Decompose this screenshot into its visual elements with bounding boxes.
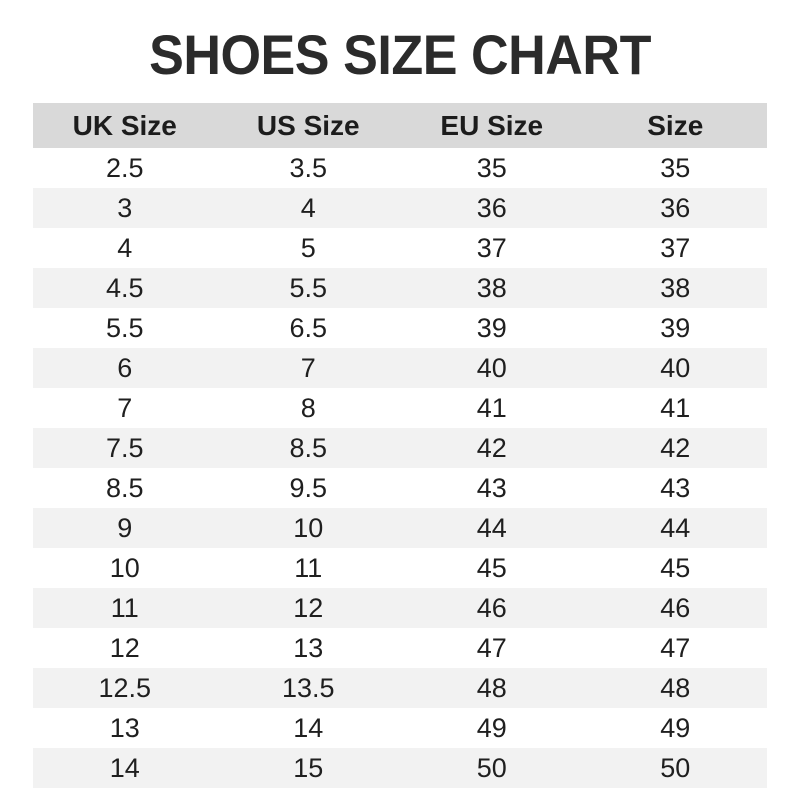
column-header-us-size: US Size xyxy=(216,103,400,148)
table-row: 4.5 5.5 38 38 xyxy=(33,268,767,308)
cell-eu-size: 46 xyxy=(400,588,584,628)
cell-us-size: 3.5 xyxy=(216,148,400,188)
table-header: UK Size US Size EU Size Size xyxy=(33,103,767,148)
cell-eu-size: 35 xyxy=(400,148,584,188)
cell-uk-size: 9 xyxy=(33,508,217,548)
cell-size: 48 xyxy=(583,668,767,708)
table-row: 7.5 8.5 42 42 xyxy=(33,428,767,468)
cell-us-size: 15 xyxy=(216,748,400,788)
cell-us-size: 13.5 xyxy=(216,668,400,708)
column-header-uk-size: UK Size xyxy=(33,103,217,148)
table-row: 8.5 9.5 43 43 xyxy=(33,468,767,508)
cell-us-size: 11 xyxy=(216,548,400,588)
column-header-size: Size xyxy=(583,103,767,148)
cell-size: 49 xyxy=(583,708,767,748)
cell-eu-size: 41 xyxy=(400,388,584,428)
cell-eu-size: 48 xyxy=(400,668,584,708)
cell-uk-size: 14 xyxy=(33,748,217,788)
table-row: 4 5 37 37 xyxy=(33,228,767,268)
cell-size: 36 xyxy=(583,188,767,228)
cell-eu-size: 40 xyxy=(400,348,584,388)
cell-uk-size: 4.5 xyxy=(33,268,217,308)
cell-us-size: 13 xyxy=(216,628,400,668)
cell-eu-size: 37 xyxy=(400,228,584,268)
cell-us-size: 5 xyxy=(216,228,400,268)
table-row: 11 12 46 46 xyxy=(33,588,767,628)
cell-uk-size: 12 xyxy=(33,628,217,668)
cell-eu-size: 50 xyxy=(400,748,584,788)
cell-uk-size: 2.5 xyxy=(33,148,217,188)
table-row: 7 8 41 41 xyxy=(33,388,767,428)
cell-uk-size: 7 xyxy=(33,388,217,428)
cell-size: 37 xyxy=(583,228,767,268)
cell-eu-size: 47 xyxy=(400,628,584,668)
shoe-size-table: UK Size US Size EU Size Size 2.5 3.5 35 … xyxy=(33,103,767,788)
cell-uk-size: 5.5 xyxy=(33,308,217,348)
table-row: 10 11 45 45 xyxy=(33,548,767,588)
cell-uk-size: 10 xyxy=(33,548,217,588)
table-row: 3 4 36 36 xyxy=(33,188,767,228)
cell-size: 44 xyxy=(583,508,767,548)
table-row: 5.5 6.5 39 39 xyxy=(33,308,767,348)
cell-size: 43 xyxy=(583,468,767,508)
table-header-row: UK Size US Size EU Size Size xyxy=(33,103,767,148)
cell-us-size: 8 xyxy=(216,388,400,428)
cell-uk-size: 12.5 xyxy=(33,668,217,708)
cell-eu-size: 43 xyxy=(400,468,584,508)
cell-size: 46 xyxy=(583,588,767,628)
cell-eu-size: 49 xyxy=(400,708,584,748)
cell-size: 47 xyxy=(583,628,767,668)
cell-size: 42 xyxy=(583,428,767,468)
cell-uk-size: 3 xyxy=(33,188,217,228)
cell-size: 39 xyxy=(583,308,767,348)
cell-uk-size: 11 xyxy=(33,588,217,628)
cell-us-size: 14 xyxy=(216,708,400,748)
cell-size: 45 xyxy=(583,548,767,588)
cell-us-size: 7 xyxy=(216,348,400,388)
cell-us-size: 8.5 xyxy=(216,428,400,468)
cell-us-size: 4 xyxy=(216,188,400,228)
cell-eu-size: 39 xyxy=(400,308,584,348)
cell-uk-size: 6 xyxy=(33,348,217,388)
cell-us-size: 5.5 xyxy=(216,268,400,308)
table-row: 12.5 13.5 48 48 xyxy=(33,668,767,708)
cell-size: 40 xyxy=(583,348,767,388)
cell-eu-size: 45 xyxy=(400,548,584,588)
table-row: 9 10 44 44 xyxy=(33,508,767,548)
cell-us-size: 6.5 xyxy=(216,308,400,348)
table-row: 14 15 50 50 xyxy=(33,748,767,788)
page-title: SHOES SIZE CHART xyxy=(149,23,651,86)
cell-size: 35 xyxy=(583,148,767,188)
cell-eu-size: 36 xyxy=(400,188,584,228)
table-row: 12 13 47 47 xyxy=(33,628,767,668)
cell-eu-size: 44 xyxy=(400,508,584,548)
cell-eu-size: 38 xyxy=(400,268,584,308)
cell-eu-size: 42 xyxy=(400,428,584,468)
column-header-eu-size: EU Size xyxy=(400,103,584,148)
cell-uk-size: 7.5 xyxy=(33,428,217,468)
cell-size: 50 xyxy=(583,748,767,788)
cell-uk-size: 13 xyxy=(33,708,217,748)
cell-us-size: 12 xyxy=(216,588,400,628)
table-row: 13 14 49 49 xyxy=(33,708,767,748)
cell-size: 38 xyxy=(583,268,767,308)
cell-uk-size: 4 xyxy=(33,228,217,268)
cell-us-size: 9.5 xyxy=(216,468,400,508)
table-body: 2.5 3.5 35 35 3 4 36 36 4 5 37 37 4.5 5.… xyxy=(33,148,767,788)
cell-size: 41 xyxy=(583,388,767,428)
cell-us-size: 10 xyxy=(216,508,400,548)
table-row: 6 7 40 40 xyxy=(33,348,767,388)
cell-uk-size: 8.5 xyxy=(33,468,217,508)
table-row: 2.5 3.5 35 35 xyxy=(33,148,767,188)
